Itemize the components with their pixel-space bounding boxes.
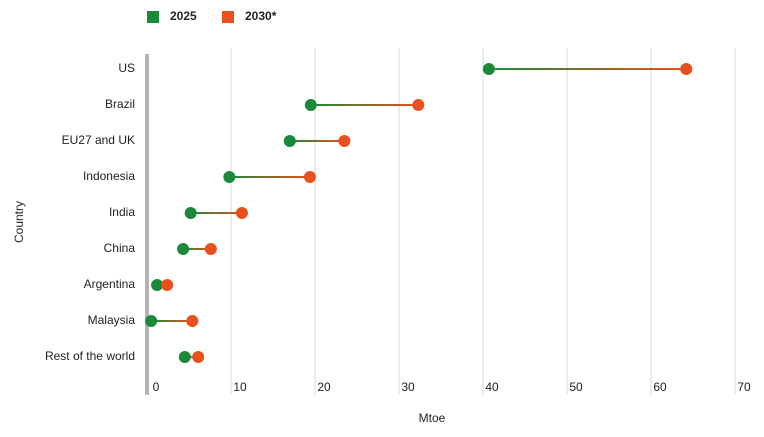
dot <box>223 171 236 183</box>
y-tick-label: Rest of the world <box>45 349 135 363</box>
dot <box>680 63 693 75</box>
dot <box>338 135 351 147</box>
dot <box>482 63 495 75</box>
y-tick-label: US <box>118 61 135 75</box>
x-tick-label: 30 <box>401 380 415 394</box>
y-tick-label: China <box>104 241 136 255</box>
dot <box>204 243 217 255</box>
y-tick-label: Brazil <box>105 97 135 111</box>
y-tick-label: EU27 and UK <box>62 133 135 147</box>
x-tick-label: 70 <box>737 380 751 394</box>
x-tick-label: 20 <box>317 380 331 394</box>
dot <box>151 279 164 291</box>
dot <box>235 207 248 219</box>
dot <box>177 243 190 255</box>
dot <box>178 351 191 363</box>
dot <box>184 207 197 219</box>
x-tick-label: 60 <box>653 380 667 394</box>
dot <box>161 279 174 291</box>
dot <box>303 171 316 183</box>
x-tick-label: 0 <box>153 380 160 394</box>
dot <box>412 99 425 111</box>
y-tick-label: India <box>109 205 135 219</box>
x-tick-label: 10 <box>233 380 247 394</box>
dot <box>192 351 205 363</box>
dot <box>304 99 317 111</box>
x-axis-label: Mtoe <box>419 411 446 425</box>
legend-swatch <box>147 11 159 23</box>
x-tick-label: 40 <box>485 380 499 394</box>
legend-swatch <box>222 11 234 23</box>
dot <box>283 135 296 147</box>
y-axis-label: Country <box>12 201 26 243</box>
y-tick-label: Malaysia <box>88 313 136 327</box>
y-tick-label: Argentina <box>84 277 136 291</box>
dot <box>145 315 158 327</box>
legend-label: 2025 <box>170 9 197 23</box>
x-tick-label: 50 <box>569 380 583 394</box>
legend-label: 2030* <box>245 9 277 23</box>
dot <box>186 315 199 327</box>
y-tick-label: Indonesia <box>83 169 135 183</box>
